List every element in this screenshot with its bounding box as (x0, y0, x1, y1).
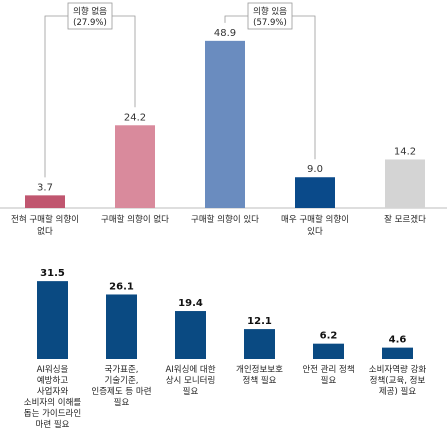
category-label: 전혀 구매할 의향이 (11, 214, 79, 225)
bar-value-label: 26.1 (109, 281, 134, 292)
category-label: AI워싱을 (37, 364, 69, 375)
category-label: 필요 (114, 397, 130, 408)
category-label: 안전 관리 정책 (302, 364, 354, 375)
group-bracket-line (292, 15, 316, 160)
group-label-box (67, 2, 113, 30)
bar (106, 294, 137, 359)
bar (313, 343, 344, 359)
bar (175, 311, 206, 359)
category-label: 소비자의 이해를 (24, 397, 82, 408)
bar-value-label: 6.2 (320, 331, 338, 342)
category-label: 없다 (37, 227, 53, 237)
category-label: 국가표준, (105, 365, 139, 375)
category-label: 잘 모르겠다 (384, 214, 426, 225)
category-label: 사업자와 (37, 386, 68, 397)
bar (37, 281, 68, 359)
category-label: 인증제도 등 마련 (91, 386, 151, 397)
bar-value-label: 19.4 (178, 298, 203, 309)
bar-value-label: 9.0 (307, 164, 323, 175)
bar-value-label: 12.1 (247, 316, 272, 327)
bar-value-label: 14.2 (394, 146, 416, 157)
bar-value-label: 48.9 (214, 28, 236, 39)
group-label: 의향 없음 (73, 6, 107, 17)
group-bracket-line (224, 15, 248, 23)
category-label: 있다 (307, 226, 323, 237)
bar-value-label: 31.5 (40, 268, 65, 279)
bar (25, 195, 65, 208)
category-label: 구매할 의향이 있다 (191, 214, 259, 225)
bar (205, 40, 245, 209)
category-label: 돕는 가이드라인 (24, 408, 81, 419)
group-bracket-line (112, 15, 136, 108)
category-label: AI워싱에 대한 (165, 364, 215, 375)
group-label-box (247, 2, 293, 30)
category-label: 소비자역량 강화 (369, 364, 427, 375)
bar-value-label: 24.2 (124, 112, 146, 123)
category-label: 필요 (183, 386, 199, 397)
category-label: 기술기준, (105, 376, 139, 386)
bar (385, 159, 425, 208)
bar-value-label: 4.6 (389, 335, 407, 346)
group-label: (57.9%) (253, 18, 287, 28)
bar (244, 329, 275, 359)
category-label: 필요 (321, 375, 337, 386)
category-label: 개인정보보호 (236, 364, 283, 375)
bar (382, 347, 413, 359)
category-label: 상시 모니터링 (166, 375, 216, 386)
category-label: 예방하고 (37, 375, 68, 386)
bar (115, 125, 155, 208)
category-label: 마련 필요 (36, 419, 70, 430)
category-label: 매우 구매할 의향이 (281, 214, 349, 225)
bar (295, 177, 335, 208)
bar-value-label: 3.7 (37, 182, 53, 193)
category-label: 정책 필요 (243, 375, 277, 386)
category-label: 제공) 필요 (379, 386, 416, 397)
group-label: (27.9%) (73, 18, 107, 28)
category-label: 정책(교육, 정보 (370, 375, 426, 386)
group-bracket-line (44, 15, 68, 178)
group-label: 의향 있음 (253, 6, 287, 17)
category-label: 구매할 의향이 없다 (101, 214, 169, 225)
